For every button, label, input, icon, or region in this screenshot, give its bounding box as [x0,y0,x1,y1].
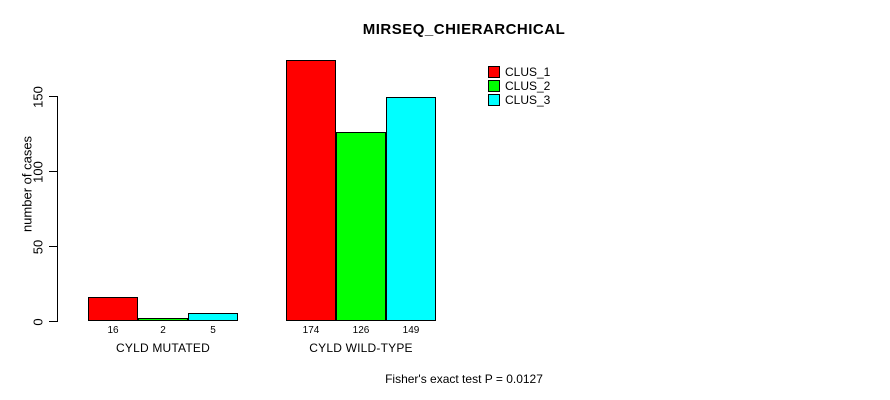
y-axis-tick-label: 50 [30,239,46,254]
bar-clus-3-cyld-mutated [188,313,238,321]
y-axis-line [57,96,58,322]
y-axis-tick-mark [49,96,58,97]
y-axis-tick-label: 0 [30,317,46,326]
bar-value-label: 126 [352,325,370,336]
x-category-label: CYLD WILD-TYPE [309,341,413,355]
legend-swatch-icon [488,66,500,78]
legend-item-clus-2: CLUS_2 [488,80,550,92]
bar-clus-2-cyld-mutated [138,318,188,321]
annotation-text: Fisher's exact test P = 0.0127 [385,372,543,386]
legend-label: CLUS_1 [505,65,551,79]
bar-clus-3-cyld-wild-type [386,97,436,321]
bar-value-label: 2 [160,325,166,336]
y-axis-tick-label: 100 [30,160,46,183]
bar-clus-1-cyld-wild-type [286,60,336,321]
bar-value-label: 16 [107,325,119,336]
bar-value-label: 149 [402,325,420,336]
bar-clus-2-cyld-wild-type [336,132,386,321]
x-category-label: CYLD MUTATED [116,341,210,355]
legend: CLUS_1 CLUS_2 CLUS_3 [488,66,550,108]
legend-swatch-icon [488,80,500,92]
bar-clus-1-cyld-mutated [88,297,138,321]
y-axis-tick-mark [49,171,58,172]
y-axis-tick-label: 150 [30,85,46,108]
legend-item-clus-3: CLUS_3 [488,94,550,106]
bar-value-label: 5 [210,325,216,336]
legend-item-clus-1: CLUS_1 [488,66,550,78]
chart-title: MIRSEQ_CHIERARCHICAL [362,21,566,38]
y-axis-tick-mark [49,321,58,322]
y-axis-tick-mark [49,246,58,247]
legend-label: CLUS_2 [505,79,551,93]
bar-value-label: 174 [302,325,320,336]
legend-label: CLUS_3 [505,93,551,107]
legend-swatch-icon [488,94,500,106]
